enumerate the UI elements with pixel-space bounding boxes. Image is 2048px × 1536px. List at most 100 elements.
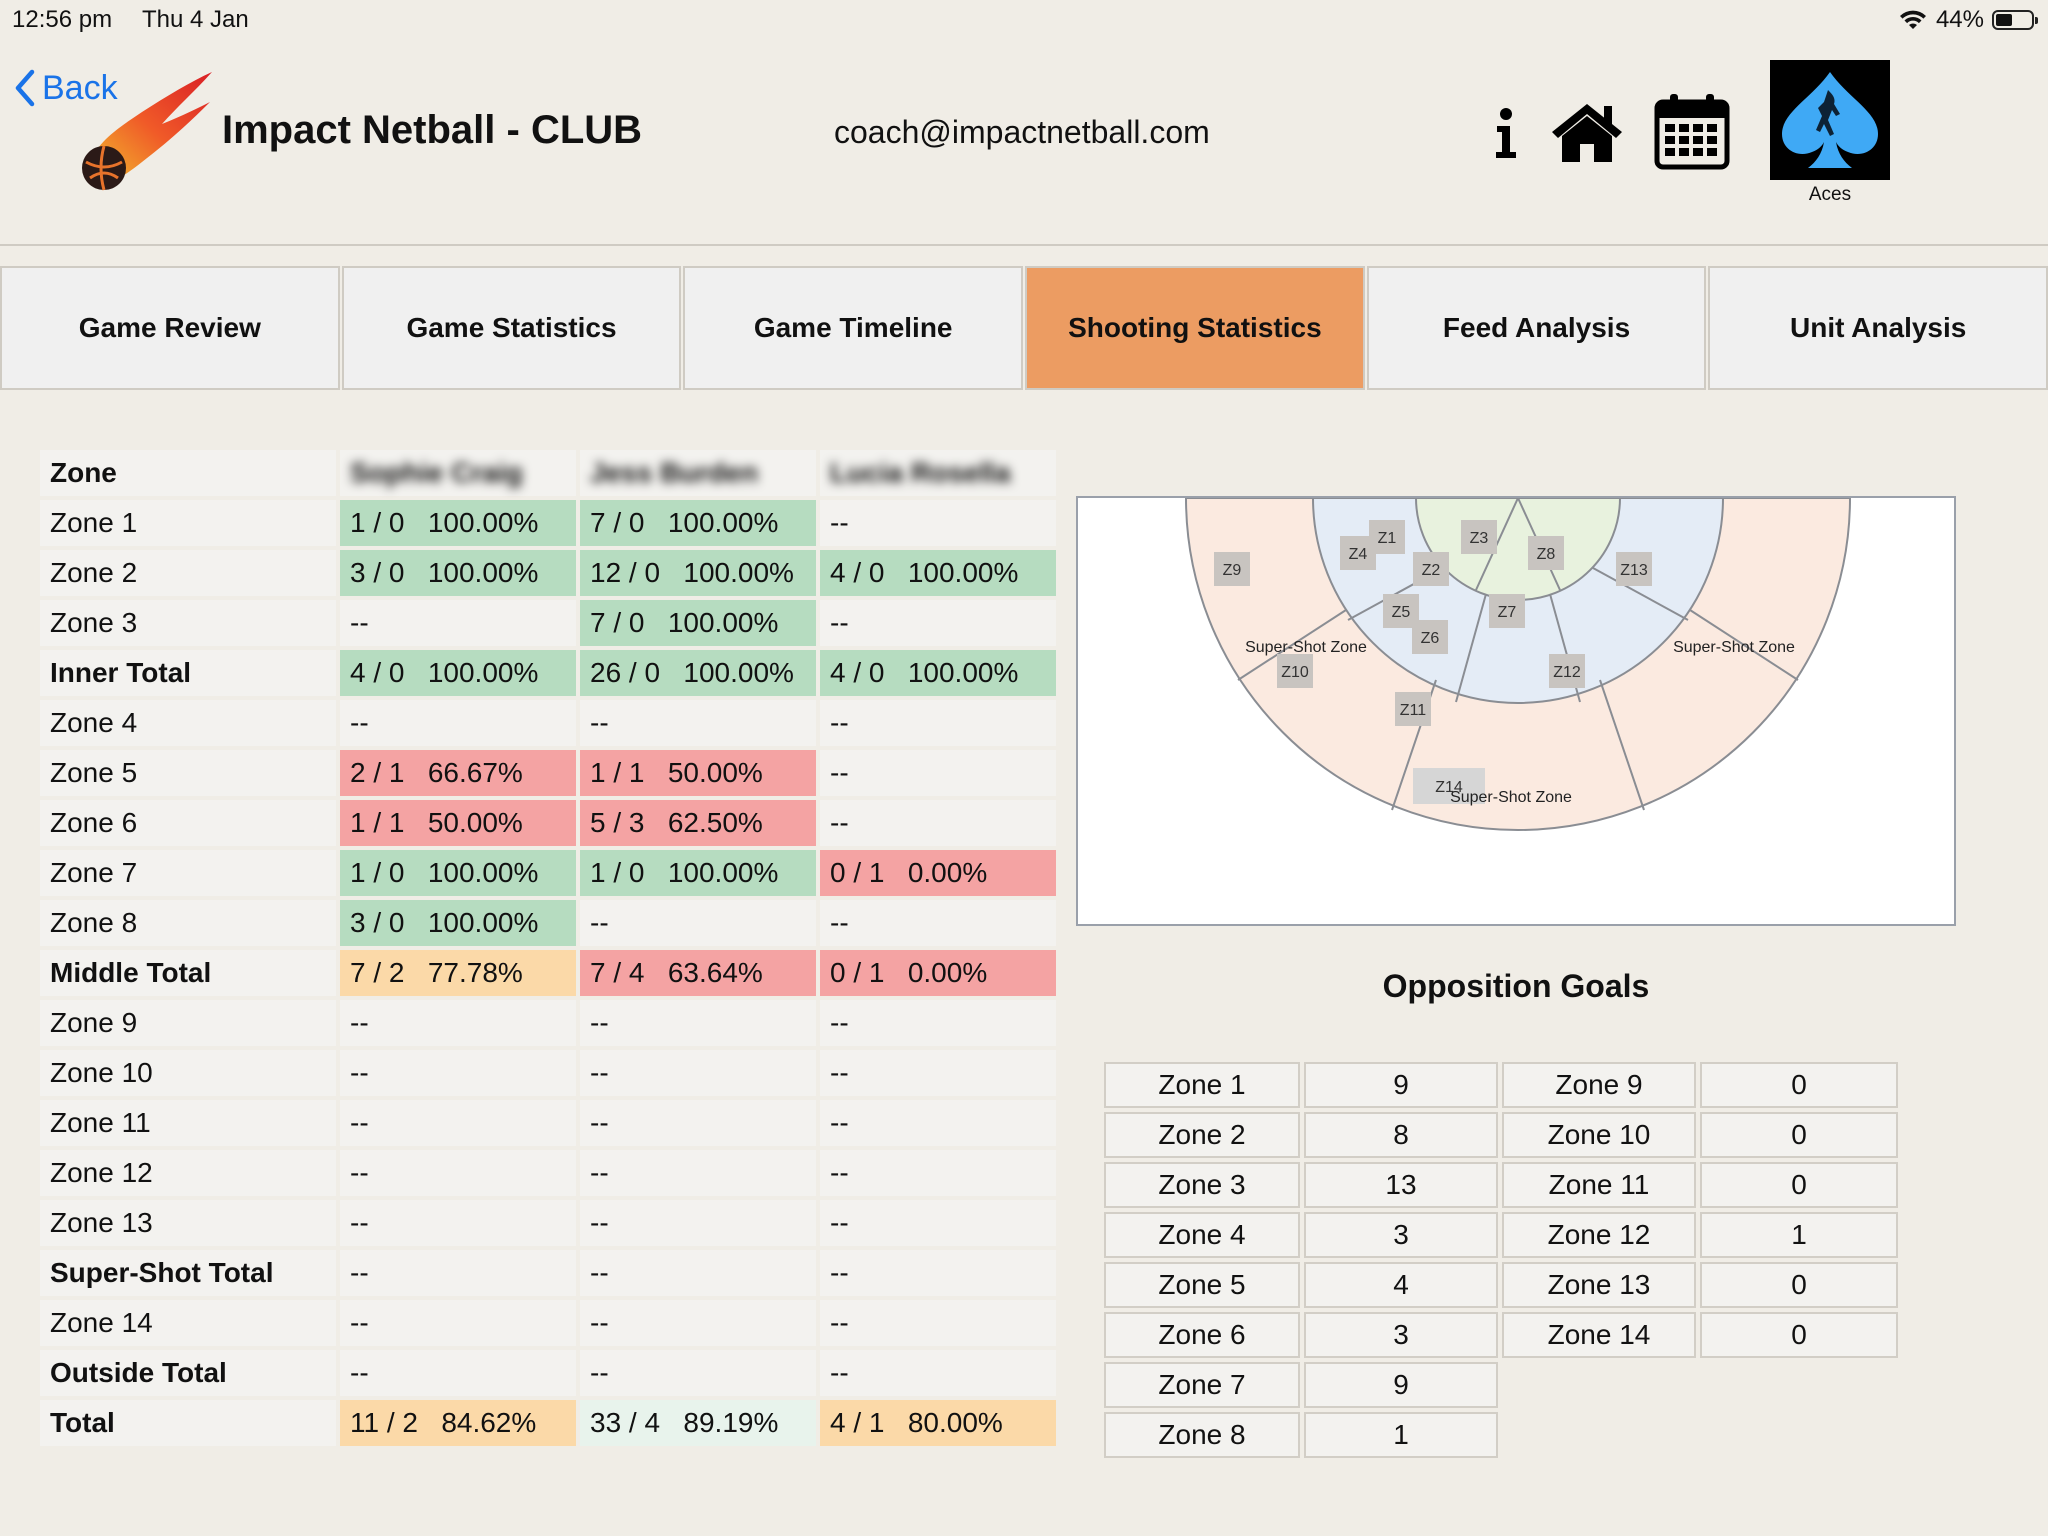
super-shot-label-left: Super-Shot Zone [1245,639,1367,656]
table-row: Zone 10 -- -- -- [40,1050,1056,1096]
zone-label-z12: Z12 [1553,664,1581,681]
status-right: 44% [1898,6,2038,34]
stat-cell: -- [340,1300,576,1346]
opp-zone-label: Zone 5 [1104,1262,1300,1308]
back-button[interactable]: Back [14,68,118,108]
opp-goals-value: 13 [1304,1162,1498,1208]
stat-cell: 1 / 1 50.00% [340,800,576,846]
stat-cell: 1 / 0 100.00% [580,850,816,896]
zone-label: Super-Shot Total [40,1250,336,1296]
opp-goals-value: 8 [1304,1112,1498,1158]
stat-cell: 33 / 4 89.19% [580,1400,816,1446]
table-row: Zone 4 -- -- -- [40,700,1056,746]
zone-box-z14 [1413,768,1485,804]
tab-game-review[interactable]: Game Review [0,266,340,390]
tab-feed-analysis[interactable]: Feed Analysis [1366,266,1707,390]
stat-cell: -- [820,1000,1056,1046]
empty-cell [1700,1362,1898,1408]
header-divider [0,244,2048,246]
opp-goals-value: 1 [1304,1412,1498,1458]
zone-box-z2 [1413,552,1449,586]
table-row: Super-Shot Total -- -- -- [40,1250,1056,1296]
opp-zone-label: Zone 9 [1502,1062,1696,1108]
opp-goals-value: 0 [1700,1112,1898,1158]
table-row: Zone 9 -- -- -- [40,1000,1056,1046]
team-badge[interactable]: Aces [1770,60,1890,206]
table-row: Outside Total -- -- -- [40,1350,1056,1396]
status-bar: 12:56 pm Thu 4 Jan 44% [0,0,2048,40]
zone-box-z13 [1616,552,1652,586]
zone-label-z11: Z11 [1400,702,1426,719]
stat-cell: -- [580,1050,816,1096]
stat-cell: -- [820,750,1056,796]
zone-box-z6 [1412,620,1448,654]
opposition-goals-title: Opposition Goals [1382,968,1650,1004]
table-row: Zone 3 -- 7 / 0 100.00% -- [40,600,1056,646]
tab-shooting-statistics[interactable]: Shooting Statistics [1025,266,1365,390]
home-icon[interactable] [1550,102,1624,164]
opp-zone-label: Zone 3 [1104,1162,1300,1208]
table-row: Middle Total 7 / 2 77.78% 7 / 4 63.64% 0 / … [40,950,1056,996]
empty-cell [1700,1412,1898,1458]
stat-cell: -- [340,700,576,746]
player-name-2: Jess Burden [590,457,759,488]
info-icon[interactable] [1494,108,1518,160]
stat-cell: 4 / 1 80.00% [820,1400,1056,1446]
zone-box-z11 [1395,692,1431,726]
status-date: Thu 4 Jan [142,6,249,33]
opp-zone-label: Zone 13 [1502,1262,1696,1308]
zone-label: Zone 6 [40,800,336,846]
zone-label: Zone 5 [40,750,336,796]
zone-label: Zone 12 [40,1150,336,1196]
tab-unit-analysis[interactable]: Unit Analysis [1708,266,2048,390]
zone-label: Zone 11 [40,1100,336,1146]
stat-cell: -- [340,1100,576,1146]
tab-game-statistics[interactable]: Game Statistics [341,266,682,390]
stat-cell: -- [820,1350,1056,1396]
tab-game-timeline[interactable]: Game Timeline [683,266,1024,390]
stat-cell: -- [820,1250,1056,1296]
stat-cell: 3 / 0 100.00% [340,900,576,946]
zone-label: Zone 3 [40,600,336,646]
stat-cell: 4 / 0 100.00% [820,550,1056,596]
stat-cell: -- [820,900,1056,946]
team-logo [1770,60,1890,180]
table-row: Zone 3 13 Zone 11 0 [1104,1162,1898,1208]
zone-box-z3 [1461,520,1497,554]
app-title: Impact Netball - CLUB [222,108,643,152]
stat-cell: -- [340,1250,576,1296]
stat-cell: -- [580,1300,816,1346]
user-email: coach@impactnetball.com [834,114,1210,150]
zone-label-z10: Z10 [1281,664,1309,681]
opp-goals-value: 0 [1700,1312,1898,1358]
zone-label-z5: Z5 [1392,604,1411,621]
table-row: Zone 2 8 Zone 10 0 [1104,1112,1898,1158]
opp-zone-label: Zone 12 [1502,1212,1696,1258]
zone-box-z10 [1277,654,1313,688]
stat-cell: -- [820,1300,1056,1346]
zone-label: Zone 10 [40,1050,336,1096]
status-time: 12:56 pm [12,6,113,33]
zone-label-z4: Z4 [1349,546,1368,563]
table-row: Inner Total 4 / 0 100.00% 26 / 0 100.00% 4 … [40,650,1056,696]
tab-bar: Game Review Game Statistics Game Timelin… [0,266,2048,390]
opp-zone-label: Zone 14 [1502,1312,1696,1358]
header-player-1: Sophie Craig [340,450,576,496]
table-row: Zone 13 -- -- -- [40,1200,1056,1246]
stat-cell: 0 / 1 0.00% [820,950,1056,996]
zone-label-z7: Z7 [1498,604,1517,621]
zone-box-z4 [1340,536,1376,570]
zone-label: Zone 7 [40,850,336,896]
zone-label: Zone 9 [40,1000,336,1046]
stat-cell: -- [580,900,816,946]
zone-label-z3: Z3 [1470,530,1489,547]
calendar-icon[interactable] [1654,92,1730,170]
table-row: Total 11 / 2 84.62% 33 / 4 89.19% 4 / 1 80.… [40,1400,1056,1446]
zone-label-z1: Z1 [1378,530,1397,547]
opp-zone-label: Zone 7 [1104,1362,1300,1408]
opp-zone-label: Zone 6 [1104,1312,1300,1358]
stat-cell: -- [820,600,1056,646]
